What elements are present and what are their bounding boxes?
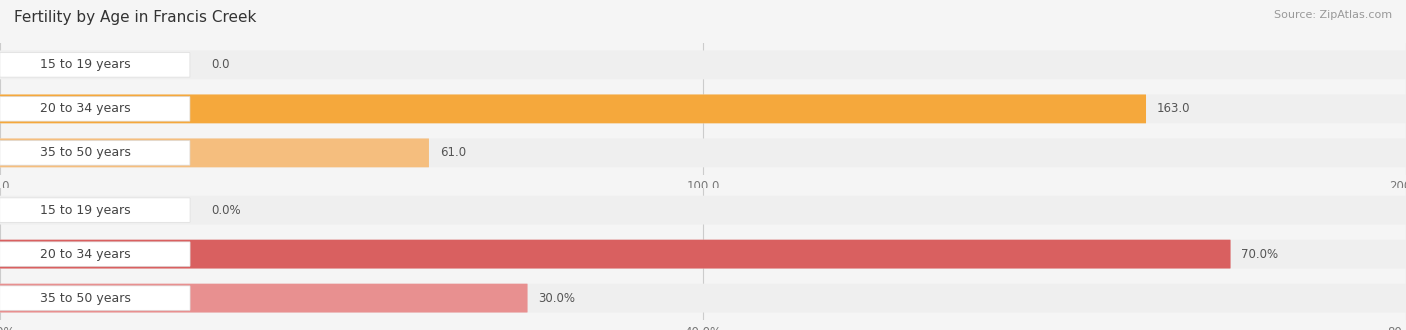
- FancyBboxPatch shape: [0, 97, 190, 121]
- FancyBboxPatch shape: [0, 284, 527, 313]
- FancyBboxPatch shape: [0, 94, 1146, 123]
- FancyBboxPatch shape: [0, 94, 1406, 123]
- Text: 163.0: 163.0: [1157, 102, 1191, 115]
- Text: 15 to 19 years: 15 to 19 years: [41, 58, 131, 71]
- FancyBboxPatch shape: [0, 139, 1406, 167]
- FancyBboxPatch shape: [0, 198, 190, 222]
- FancyBboxPatch shape: [0, 53, 190, 77]
- Text: 0.0%: 0.0%: [211, 204, 240, 216]
- Text: Fertility by Age in Francis Creek: Fertility by Age in Francis Creek: [14, 10, 256, 25]
- Text: 35 to 50 years: 35 to 50 years: [39, 292, 131, 305]
- FancyBboxPatch shape: [0, 141, 190, 165]
- FancyBboxPatch shape: [0, 240, 1230, 269]
- Text: 30.0%: 30.0%: [538, 292, 575, 305]
- Text: Source: ZipAtlas.com: Source: ZipAtlas.com: [1274, 10, 1392, 20]
- FancyBboxPatch shape: [0, 242, 190, 266]
- FancyBboxPatch shape: [0, 240, 1406, 269]
- Text: 0.0: 0.0: [211, 58, 229, 71]
- Text: 20 to 34 years: 20 to 34 years: [41, 248, 131, 261]
- Text: 61.0: 61.0: [440, 147, 467, 159]
- Text: 35 to 50 years: 35 to 50 years: [39, 147, 131, 159]
- Text: 70.0%: 70.0%: [1241, 248, 1278, 261]
- FancyBboxPatch shape: [0, 139, 429, 167]
- Text: 15 to 19 years: 15 to 19 years: [41, 204, 131, 216]
- Text: 20 to 34 years: 20 to 34 years: [41, 102, 131, 115]
- FancyBboxPatch shape: [0, 50, 1406, 79]
- FancyBboxPatch shape: [0, 284, 1406, 313]
- FancyBboxPatch shape: [0, 196, 1406, 224]
- FancyBboxPatch shape: [0, 286, 190, 310]
